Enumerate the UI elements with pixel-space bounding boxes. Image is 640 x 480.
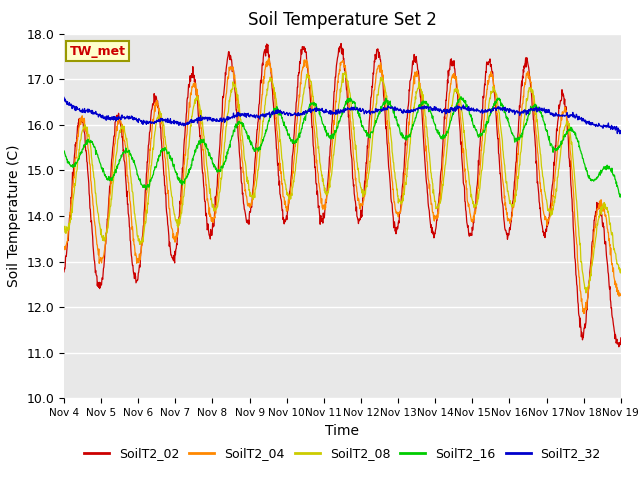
Title: Soil Temperature Set 2: Soil Temperature Set 2 xyxy=(248,11,437,29)
Text: TW_met: TW_met xyxy=(70,45,125,58)
Legend: SoilT2_02, SoilT2_04, SoilT2_08, SoilT2_16, SoilT2_32: SoilT2_02, SoilT2_04, SoilT2_08, SoilT2_… xyxy=(79,442,606,465)
X-axis label: Time: Time xyxy=(325,424,360,438)
Y-axis label: Soil Temperature (C): Soil Temperature (C) xyxy=(7,145,21,287)
